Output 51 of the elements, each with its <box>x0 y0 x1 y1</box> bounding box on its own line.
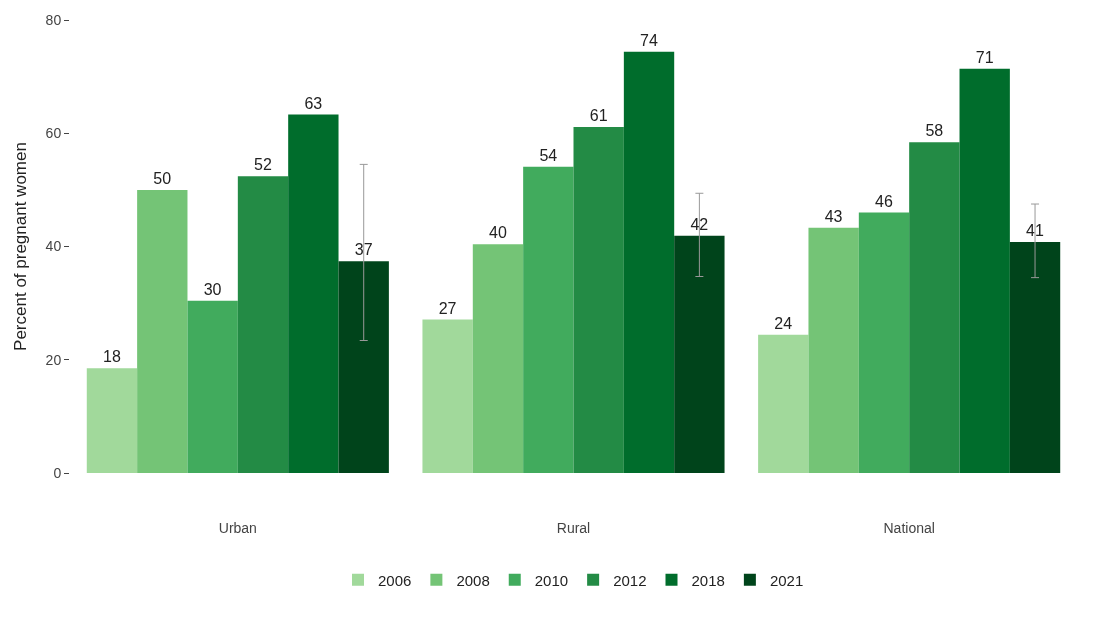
legend-label: 2018 <box>691 571 725 589</box>
bar <box>187 300 238 473</box>
y-axis-title: Percent of pregnant women <box>11 142 30 351</box>
legend-label: 2021 <box>769 571 804 589</box>
bar <box>523 166 574 473</box>
y-tick-label: 80 <box>45 11 62 28</box>
data-label: 27 <box>438 299 457 317</box>
data-label: 61 <box>589 107 608 125</box>
bar <box>758 334 809 473</box>
bar <box>1009 241 1061 473</box>
data-label: 18 <box>103 348 121 366</box>
x-tick-label: Urban <box>218 520 257 536</box>
x-tick-label: National <box>883 520 935 536</box>
bar <box>338 261 389 473</box>
legend-label: 2008 <box>456 571 490 589</box>
data-label: 30 <box>203 280 222 298</box>
legend-label: 2012 <box>613 571 647 589</box>
data-label: 37 <box>354 241 373 259</box>
bar <box>959 68 1010 473</box>
bar <box>86 368 138 473</box>
y-tick-label: 0 <box>53 464 62 481</box>
data-label: 42 <box>690 215 709 233</box>
legend-label: 2010 <box>534 571 569 589</box>
y-tick-label: 40 <box>45 238 62 255</box>
data-label: 58 <box>925 122 944 140</box>
bar <box>422 319 473 473</box>
data-label: 50 <box>153 169 172 187</box>
data-label: 46 <box>875 192 893 210</box>
data-label: 63 <box>304 94 323 112</box>
data-label: 52 <box>254 156 272 174</box>
data-label: 54 <box>539 146 558 164</box>
data-label: 74 <box>640 31 658 49</box>
legend-label: 2006 <box>378 571 412 589</box>
data-label: 41 <box>1026 221 1044 239</box>
bar <box>573 127 624 473</box>
x-tick-label: Rural <box>556 520 591 536</box>
data-label: 24 <box>774 314 793 332</box>
data-label: 40 <box>489 224 507 242</box>
bar <box>674 235 725 473</box>
bar <box>237 176 289 473</box>
y-tick-label: 60 <box>45 125 62 142</box>
data-label: 71 <box>975 48 994 66</box>
bar <box>472 244 524 473</box>
bar <box>137 189 188 473</box>
bar <box>858 212 910 473</box>
data-label: 43 <box>824 207 843 225</box>
bar <box>808 227 859 473</box>
y-tick-label: 20 <box>45 351 62 368</box>
bar <box>909 142 960 473</box>
bar <box>288 114 339 473</box>
bar <box>623 51 675 473</box>
